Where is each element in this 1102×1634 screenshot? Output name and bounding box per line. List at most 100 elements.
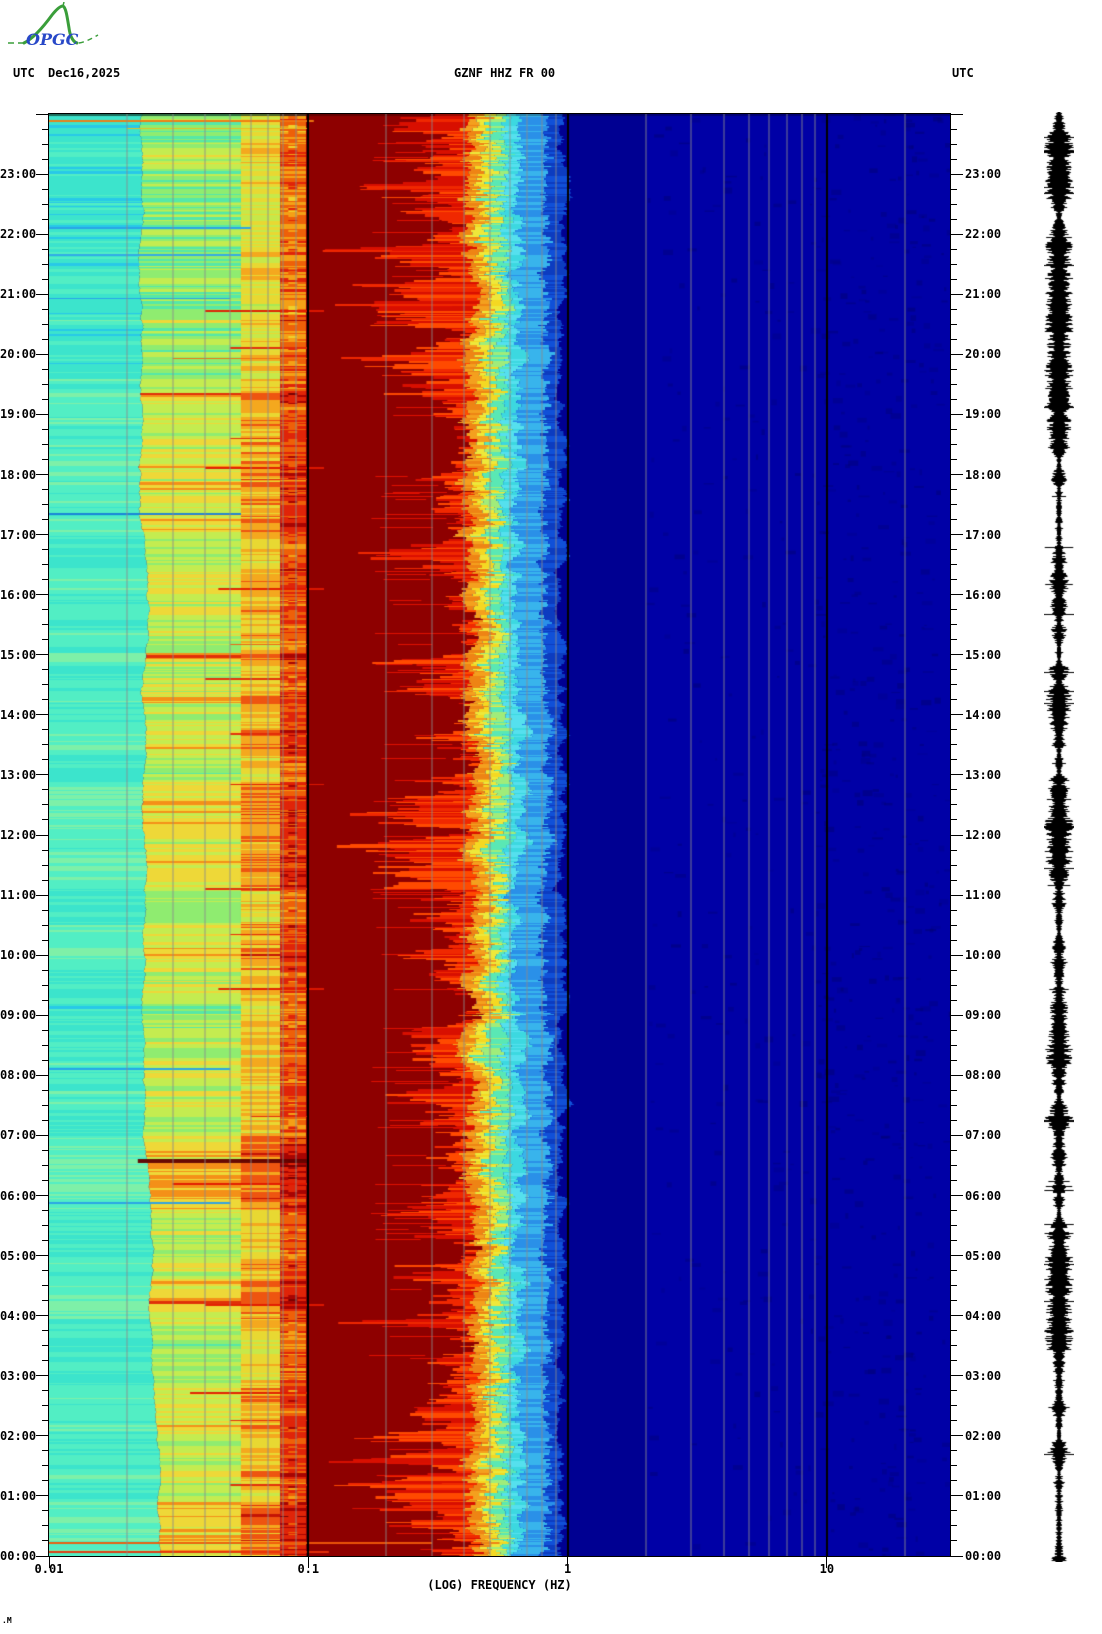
y-axis-tick-left [36,233,48,235]
y-axis-hour-label-right: 09:00 [965,1008,1002,1023]
y-axis-tick-right [951,1044,957,1046]
y-axis-tick-right [951,1210,957,1212]
x-axis-title: (LOG) FREQUENCY (HZ) [427,1578,572,1592]
y-axis-tick-right [951,413,963,415]
y-axis-tick-right [951,1555,963,1557]
y-axis-hour-label-right: 06:00 [965,1188,1002,1203]
y-axis-hour-label-left: 09:00 [0,1008,37,1023]
y-axis-tick-right [951,128,957,130]
y-axis-tick-right [951,1059,957,1061]
y-axis-tick-right [951,443,957,445]
y-axis-hour-label-left: 10:00 [0,948,37,963]
y-axis-hour-label-left: 01:00 [0,1488,37,1503]
y-axis-tick-right [951,1089,957,1091]
x-axis-tick [826,1557,828,1568]
y-axis-hour-label-right: 10:00 [965,948,1002,963]
y-axis-tick-right [951,1465,957,1467]
y-axis-tick-left [36,954,48,956]
y-axis-tick-left [36,654,48,656]
y-axis-tick-right [951,909,957,911]
y-axis-hour-label-left: 17:00 [0,527,37,542]
y-axis-tick-right [951,879,957,881]
y-axis-tick-right [951,1480,957,1482]
y-axis-hour-label-right: 22:00 [965,227,1002,242]
y-axis-tick-left [36,894,48,896]
y-axis-tick-left [36,413,48,415]
y-axis-hour-label-left: 18:00 [0,467,37,482]
y-axis-hour-label-left: 02:00 [0,1428,37,1443]
y-axis-tick-right [951,474,963,475]
y-axis-tick-right [951,624,957,626]
y-axis-hour-label-right: 07:00 [965,1128,1002,1143]
y-axis-hour-label-right: 01:00 [965,1488,1002,1503]
header-station-title: GZNF HHZ FR 00 [454,66,556,80]
y-axis-hour-label-left: 16:00 [0,587,37,602]
y-axis-hour-label-right: 05:00 [965,1248,1002,1263]
y-axis-hour-label-left: 20:00 [0,347,37,362]
y-axis-tick-right [951,293,963,295]
y-axis-hour-label-left: 00:00 [0,1549,37,1563]
y-axis-tick-right [951,864,957,866]
y-axis-tick-right [951,338,957,340]
y-axis-tick-right [951,1510,957,1512]
seismogram-trace [1044,112,1074,1562]
y-axis-tick-right [951,248,957,250]
y-axis-tick-right [951,1164,957,1166]
y-axis-tick-left [36,1435,48,1437]
y-axis-tick-right [951,594,963,596]
logo-mountain-dash-right [78,34,99,44]
y-axis-tick-right [951,849,957,851]
y-axis-tick-right [951,1225,957,1227]
y-axis-tick-right [951,1285,957,1287]
y-axis-hour-label-right: 18:00 [965,467,1002,482]
y-axis-tick-right [951,1390,957,1392]
y-axis-tick-right [951,1495,963,1497]
y-axis-tick-right [951,669,957,671]
y-axis-hour-label-right: 11:00 [965,888,1002,903]
y-axis-hour-label-right: 16:00 [965,587,1002,602]
y-axis-tick-right [951,353,963,355]
y-axis-tick-right [951,1134,963,1136]
y-axis-tick-left [36,1495,48,1497]
y-axis-tick-right [951,969,957,971]
x-axis-tick [307,1557,309,1568]
y-axis-tick-left [36,1014,48,1016]
y-axis-tick-right [951,729,957,731]
y-axis-hour-label-left: 08:00 [0,1068,37,1083]
y-axis-tick-right [951,744,957,746]
y-axis-tick-right [951,939,957,941]
y-axis-hour-label-left: 23:00 [0,167,37,182]
logo-text: OPGC [26,30,79,49]
y-axis-tick-right [951,323,957,325]
y-axis-tick-right [951,804,957,806]
y-axis-hour-label-left: 05:00 [0,1248,37,1263]
y-axis-tick-right [951,504,957,506]
y-axis-tick-left [36,1134,48,1136]
y-axis-tick-right [951,218,957,220]
header-date: Dec16,2025 [48,66,121,80]
y-axis-tick-right [951,1300,957,1302]
y-axis-hour-label-left: 12:00 [0,828,37,842]
y-axis-tick-right [951,113,963,115]
y-axis-tick-right [951,714,963,716]
y-axis-tick-right [951,1014,963,1016]
x-axis-tick-label: 1 [563,1562,572,1576]
y-axis-tick-right [951,428,957,430]
y-axis-tick-right [951,398,957,400]
y-axis-tick-right [951,579,957,581]
y-axis-tick-right [951,1195,963,1196]
x-axis-tick-label: 10 [819,1562,835,1576]
y-axis-tick-right [951,1330,957,1332]
y-axis-hour-label-right: 08:00 [965,1068,1002,1083]
y-axis-tick-left [36,293,48,295]
y-axis-hour-label-left: 07:00 [0,1128,37,1143]
y-axis-tick-right [951,1104,957,1106]
y-axis-tick-right [951,308,957,310]
y-axis-tick-left [36,714,48,716]
x-axis-tick [567,1557,569,1568]
y-axis-hour-label-left: 06:00 [0,1188,37,1203]
y-axis-tick-right [951,1435,963,1437]
y-axis-tick-right [951,534,963,536]
y-axis-tick-left [36,834,48,836]
y-axis-tick-right [951,549,957,551]
